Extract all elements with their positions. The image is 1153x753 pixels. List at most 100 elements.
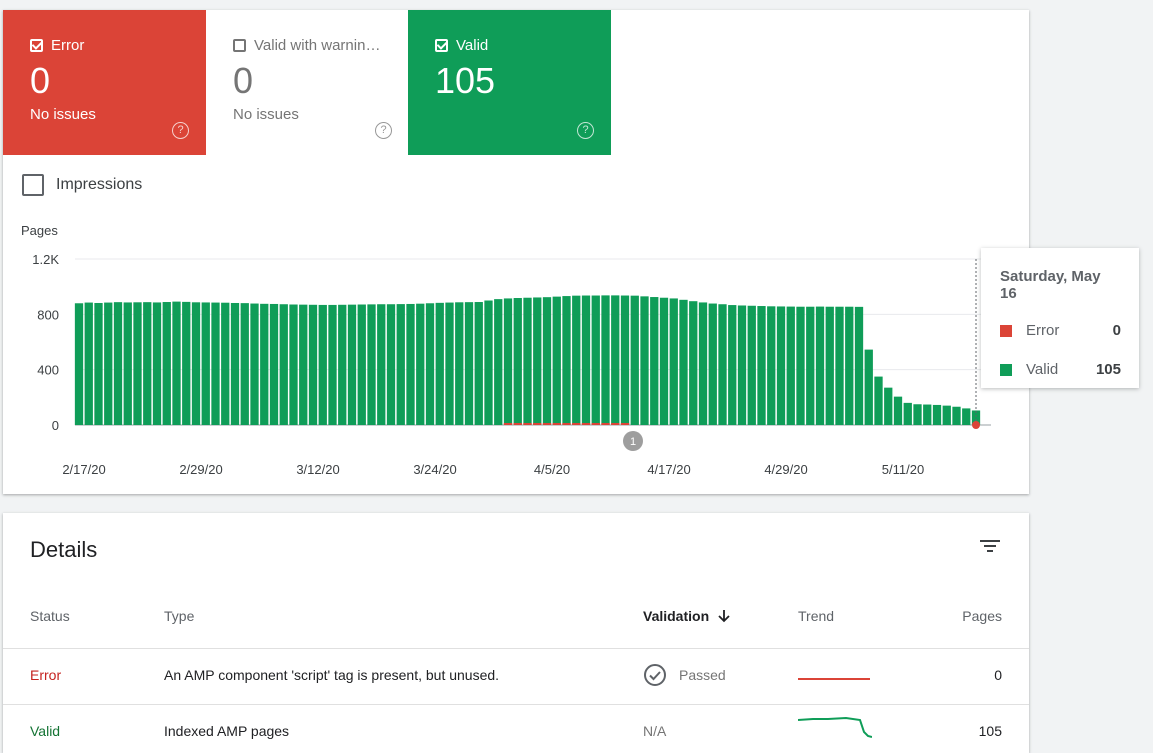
error-bar xyxy=(572,423,581,425)
header-status[interactable]: Status xyxy=(30,608,70,624)
x-tick-label: 2/17/20 xyxy=(62,462,105,477)
x-tick-label: 2/29/20 xyxy=(179,462,222,477)
valid-bar xyxy=(396,304,405,425)
error-tile[interactable]: Error 0 No issues ? xyxy=(3,10,206,155)
valid-bar xyxy=(240,303,249,425)
pages-chart[interactable]: Pages 0 400 800 1.2K 2/17/20 2/29/20 3/12/20 3… xyxy=(3,215,1029,490)
header-type[interactable]: Type xyxy=(164,608,195,624)
chart-annotation[interactable]: 1 xyxy=(623,431,643,451)
valid-bar xyxy=(650,297,659,425)
row-status[interactable]: Error xyxy=(30,667,62,683)
error-checkbox-icon[interactable] xyxy=(30,39,43,52)
valid-swatch xyxy=(1000,363,1012,376)
x-tick-label: 3/24/20 xyxy=(413,462,456,477)
hover-point xyxy=(972,421,980,429)
valid-bar xyxy=(513,298,522,425)
summary-card: Error 0 No issues ? Valid with warnin… 0… xyxy=(3,10,1029,494)
valid-bar xyxy=(669,298,678,425)
error-bar xyxy=(601,423,610,425)
valid-bar xyxy=(221,302,230,425)
annotation-label: 1 xyxy=(630,436,636,448)
filter-icon[interactable] xyxy=(979,537,1001,555)
valid-bar xyxy=(903,402,912,425)
valid-bar xyxy=(143,302,152,425)
valid-bar xyxy=(971,410,981,425)
warning-checkbox-icon[interactable] xyxy=(233,39,246,52)
valid-bar xyxy=(230,302,240,425)
valid-bar xyxy=(913,404,922,425)
warning-count: 0 xyxy=(233,60,254,101)
error-sub: No issues xyxy=(30,106,96,123)
help-icon[interactable]: ? xyxy=(172,122,189,139)
valid-bar xyxy=(338,304,347,425)
error-bar xyxy=(523,423,532,425)
valid-bar xyxy=(172,301,181,425)
x-tick-label: 4/29/20 xyxy=(764,462,807,477)
valid-bar xyxy=(835,306,844,425)
valid-bar xyxy=(377,304,386,425)
valid-bar xyxy=(728,305,737,425)
x-tick-label: 4/17/20 xyxy=(647,462,690,477)
annotation-marker xyxy=(623,431,643,451)
tooltip-error-value: 0 xyxy=(1112,322,1121,339)
valid-bar xyxy=(503,298,513,425)
valid-bar xyxy=(133,302,142,425)
row-divider xyxy=(3,648,1029,649)
valid-bar xyxy=(874,376,883,425)
arrow-down-icon xyxy=(718,610,730,623)
header-pages[interactable]: Pages xyxy=(962,608,1002,624)
valid-bar xyxy=(191,302,201,425)
impressions-toggle[interactable]: Impressions xyxy=(22,174,142,196)
error-bar xyxy=(513,423,522,425)
valid-bar xyxy=(406,303,415,425)
help-icon[interactable]: ? xyxy=(375,122,392,139)
valid-bar xyxy=(776,306,786,425)
error-swatch xyxy=(1000,324,1012,337)
error-count: 0 xyxy=(30,60,51,101)
error-bar xyxy=(581,423,591,425)
valid-checkbox-icon[interactable] xyxy=(435,39,448,52)
valid-bar xyxy=(269,303,279,425)
row-type[interactable]: An AMP component 'script' tag is present… xyxy=(164,667,500,683)
valid-bar xyxy=(815,306,825,425)
valid-bar xyxy=(84,302,93,425)
valid-bar xyxy=(484,300,493,425)
valid-bar xyxy=(250,303,259,425)
valid-bar xyxy=(533,297,542,425)
error-bar xyxy=(552,423,561,425)
warning-sub: No issues xyxy=(233,106,299,123)
valid-bar xyxy=(689,301,698,425)
valid-bar xyxy=(74,303,84,425)
valid-bar xyxy=(679,299,688,425)
valid-bar xyxy=(182,301,191,425)
valid-bar xyxy=(367,304,376,425)
valid-bar xyxy=(260,303,269,425)
valid-bar xyxy=(455,302,464,425)
tooltip-valid-label: Valid xyxy=(1026,361,1059,378)
x-ticks: 2/17/20 2/29/20 3/12/20 3/24/20 4/5/20 4/17/2… xyxy=(62,462,924,477)
help-icon[interactable]: ? xyxy=(577,122,594,139)
valid-bar xyxy=(299,304,308,425)
valid-bar xyxy=(318,304,327,425)
valid-tile[interactable]: Valid 105 ? xyxy=(408,10,611,155)
valid-bar xyxy=(104,302,113,425)
valid-bar xyxy=(445,302,454,425)
error-bar xyxy=(620,423,630,425)
warning-tile[interactable]: Valid with warnin… 0 No issues ? xyxy=(206,10,409,155)
row-status[interactable]: Valid xyxy=(30,723,61,739)
header-validation-label: Validation xyxy=(643,608,710,624)
header-validation[interactable]: Validation xyxy=(643,608,731,624)
tooltip-error-label: Error xyxy=(1026,322,1060,339)
impressions-checkbox-icon[interactable] xyxy=(22,174,44,196)
valid-bar xyxy=(659,297,669,425)
details-card: Details Status Type Validation Trend Pag… xyxy=(3,513,1029,753)
valid-bar xyxy=(854,306,864,425)
error-bar xyxy=(503,423,513,425)
row-type[interactable]: Indexed AMP pages xyxy=(164,723,290,739)
valid-bar xyxy=(386,304,396,425)
x-tick-label: 4/5/20 xyxy=(534,462,570,477)
row-pages: 0 xyxy=(994,667,1002,683)
valid-bar xyxy=(601,295,610,425)
valid-bar xyxy=(289,304,298,425)
valid-bar xyxy=(328,304,337,425)
